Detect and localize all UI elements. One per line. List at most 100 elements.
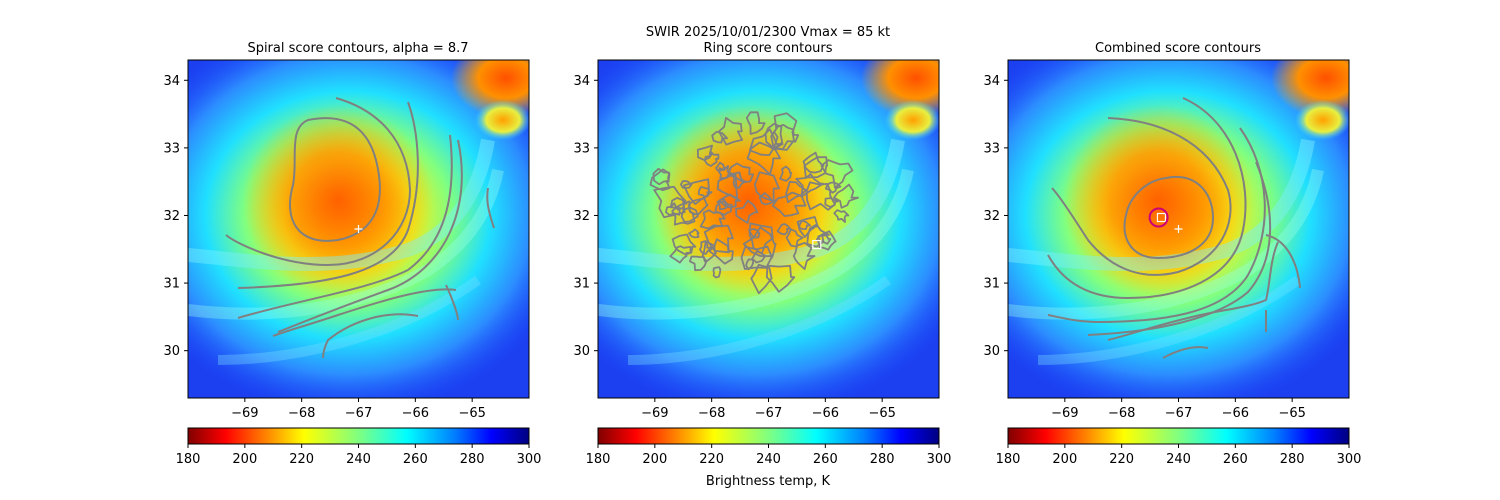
contour-line	[771, 191, 807, 217]
contour-line	[802, 151, 825, 174]
contour-line	[699, 209, 726, 230]
colorbar-tick-label: 180	[176, 452, 201, 467]
contour-line	[322, 313, 419, 359]
contour-line	[1047, 97, 1247, 299]
colorbar-tick-label: 200	[1052, 452, 1077, 467]
contour-line	[833, 209, 850, 223]
contour-line	[486, 187, 495, 229]
x-tick-label: −68	[1108, 406, 1135, 421]
colorbar-tick-label: 300	[927, 452, 952, 467]
contour-line	[1047, 127, 1266, 323]
contour-line	[745, 258, 754, 271]
colorbar-tick-label: 220	[1109, 452, 1134, 467]
colorbar	[597, 427, 940, 445]
contour-line	[696, 144, 713, 161]
colorbar	[187, 427, 530, 445]
contour-line	[816, 230, 837, 251]
contour-line	[727, 162, 754, 184]
y-tick-label: 31	[573, 277, 590, 292]
contour-line	[753, 171, 780, 203]
contour-line	[701, 240, 717, 263]
contour-line	[785, 228, 804, 248]
contour-line	[687, 197, 709, 216]
colorbar-tick-label: 300	[517, 452, 542, 467]
contour-line	[735, 199, 759, 224]
contour-line	[795, 173, 825, 198]
center-marker-plus	[1174, 225, 1183, 233]
contour-line	[688, 228, 700, 239]
y-tick-label: 32	[983, 209, 1000, 224]
colorbar-tick-label: 260	[403, 452, 428, 467]
colorbar-tick-label: 280	[870, 452, 895, 467]
x-tick-label: −67	[345, 406, 372, 421]
figure-title: SWIR 2025/10/01/2300 Vmax = 85 kt	[646, 25, 890, 40]
y-tick-label: 30	[163, 344, 180, 359]
contour-line	[715, 161, 728, 172]
colorbar	[1007, 427, 1350, 445]
contour-line	[748, 222, 774, 255]
colorbar-tick-label: 240	[756, 452, 781, 467]
contour-line	[792, 242, 816, 270]
colorbar-tick-label: 280	[1280, 452, 1305, 467]
x-tick-label: −66	[812, 406, 839, 421]
y-tick-label: 31	[983, 277, 1000, 292]
contour-line	[745, 111, 766, 135]
x-tick-label: −67	[1165, 406, 1192, 421]
contour-line	[716, 172, 739, 199]
contour-line	[671, 200, 696, 226]
y-tick-label: 34	[163, 74, 180, 89]
colorbar-tick-label: 200	[642, 452, 667, 467]
contour-line	[237, 134, 453, 319]
colorbar-tick-label: 260	[813, 452, 838, 467]
panel-ring: Ring score contours −69 −68 −67 −66 −65 30 31 3…	[573, 41, 952, 467]
contour-line	[750, 263, 773, 295]
contour-line	[225, 97, 411, 266]
contour-line	[746, 141, 781, 176]
y-tick-label: 30	[573, 344, 590, 359]
contour-line	[277, 139, 463, 333]
panel-combined: Combined score contours −69 −68 −67 −66 −65 3…	[983, 41, 1362, 467]
contour-line	[740, 245, 773, 270]
x-tick-label: −67	[755, 406, 782, 421]
colorbar-label: Brightness temp, K	[706, 474, 831, 489]
colorbar-tick-label: 260	[1223, 452, 1248, 467]
contour-line	[1265, 234, 1301, 289]
x-tick-label: −65	[1278, 406, 1305, 421]
y-tick-label: 33	[163, 141, 180, 156]
colorbar-tick-label: 240	[1166, 452, 1191, 467]
contour-line	[1123, 175, 1214, 259]
colorbar-tick-label: 300	[1337, 452, 1362, 467]
contour-line	[716, 198, 729, 211]
contour-line	[671, 233, 697, 256]
panel-title: Combined score contours	[1095, 41, 1261, 56]
panel-title: Spiral score contours, alpha = 8.7	[247, 41, 468, 56]
contour-line	[714, 200, 733, 216]
contour-line	[680, 206, 699, 223]
contour-line	[770, 112, 798, 151]
x-tick-label: −65	[458, 406, 485, 421]
contour-line	[765, 264, 796, 293]
y-tick-label: 33	[573, 141, 590, 156]
contour-line	[779, 165, 792, 182]
contour-line	[833, 183, 859, 209]
center-marker-circle	[1148, 207, 1169, 228]
contour-line	[689, 255, 708, 272]
contour-line	[289, 117, 381, 242]
y-tick-label: 32	[163, 209, 180, 224]
contour-line	[758, 192, 778, 206]
contour-line	[748, 228, 761, 239]
contour-line	[711, 130, 728, 144]
contour-line	[699, 240, 713, 255]
contour-line	[805, 181, 836, 211]
y-tick-label: 33	[983, 141, 1000, 156]
contour-line	[798, 219, 811, 230]
heatmap-image	[188, 60, 529, 398]
x-tick-label: −66	[1222, 406, 1249, 421]
contour-line	[776, 223, 792, 236]
center-marker-square	[812, 239, 822, 250]
contour-line	[669, 245, 692, 264]
x-tick-label: −66	[402, 406, 429, 421]
contour-line	[1051, 117, 1232, 276]
y-tick-label: 30	[983, 344, 1000, 359]
